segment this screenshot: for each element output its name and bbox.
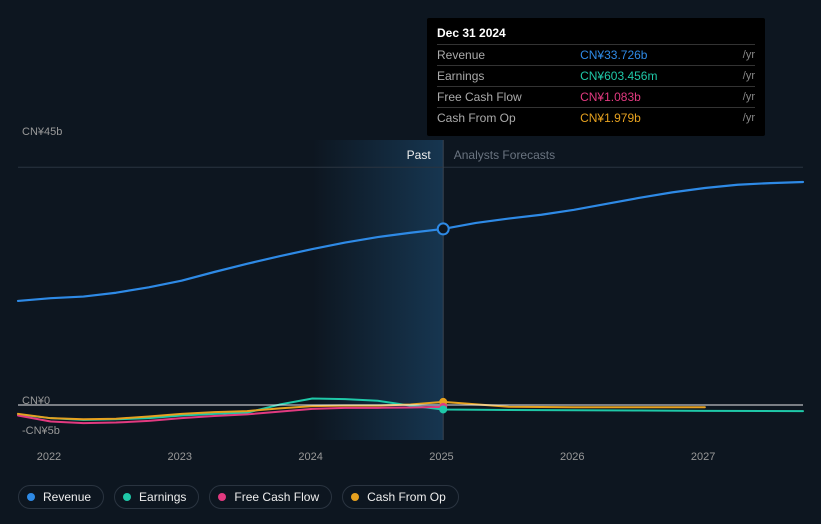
legend-item-fcf[interactable]: Free Cash Flow <box>209 485 332 509</box>
y-axis-label: CN¥45b <box>22 126 62 138</box>
x-axis-label: 2024 <box>298 451 322 463</box>
legend-item-label: Earnings <box>139 490 186 504</box>
legend-item-revenue[interactable]: Revenue <box>18 485 104 509</box>
y-axis-label: CN¥0 <box>22 395 50 407</box>
legend-dot-icon <box>218 493 226 501</box>
tooltip-row: RevenueCN¥33.726b/yr <box>437 45 755 66</box>
legend-dot-icon <box>27 493 35 501</box>
tooltip-table: RevenueCN¥33.726b/yr EarningsCN¥603.456m… <box>437 44 755 128</box>
x-axis-label: 2023 <box>168 451 192 463</box>
x-axis-label: 2022 <box>37 451 61 463</box>
legend-dot-icon <box>123 493 131 501</box>
x-axis-label: 2027 <box>691 451 715 463</box>
tooltip-row-label: Earnings <box>437 66 580 87</box>
x-axis-label: 2025 <box>429 451 453 463</box>
legend-dot-icon <box>351 493 359 501</box>
tooltip-row: Cash From OpCN¥1.979b/yr <box>437 108 755 129</box>
forecast-section-label: Analysts Forecasts <box>454 148 555 162</box>
legend-item-cfo[interactable]: Cash From Op <box>342 485 459 509</box>
chart-legend: Revenue Earnings Free Cash Flow Cash Fro… <box>18 485 459 509</box>
tooltip-row-value: CN¥1.979b <box>580 108 740 129</box>
tooltip-row-label: Cash From Op <box>437 108 580 129</box>
tooltip-row-unit: /yr <box>740 87 755 108</box>
legend-item-label: Revenue <box>43 490 91 504</box>
legend-item-label: Cash From Op <box>367 490 446 504</box>
legend-item-label: Free Cash Flow <box>234 490 319 504</box>
y-axis-label: -CN¥5b <box>22 425 60 437</box>
x-axis-label: 2026 <box>560 451 584 463</box>
tooltip-row-unit: /yr <box>740 108 755 129</box>
legend-item-earnings[interactable]: Earnings <box>114 485 199 509</box>
tooltip-row-value: CN¥33.726b <box>580 45 740 66</box>
tooltip-row: EarningsCN¥603.456m/yr <box>437 66 755 87</box>
tooltip-row-unit: /yr <box>740 66 755 87</box>
tooltip-row-label: Free Cash Flow <box>437 87 580 108</box>
tooltip-row-value: CN¥603.456m <box>580 66 740 87</box>
tooltip-row: Free Cash FlowCN¥1.083b/yr <box>437 87 755 108</box>
tooltip-row-unit: /yr <box>740 45 755 66</box>
tooltip-date: Dec 31 2024 <box>437 26 755 44</box>
past-section-label: Past <box>407 148 431 162</box>
tooltip-row-label: Revenue <box>437 45 580 66</box>
tooltip-row-value: CN¥1.083b <box>580 87 740 108</box>
chart-tooltip: Dec 31 2024 RevenueCN¥33.726b/yr Earning… <box>427 18 765 136</box>
